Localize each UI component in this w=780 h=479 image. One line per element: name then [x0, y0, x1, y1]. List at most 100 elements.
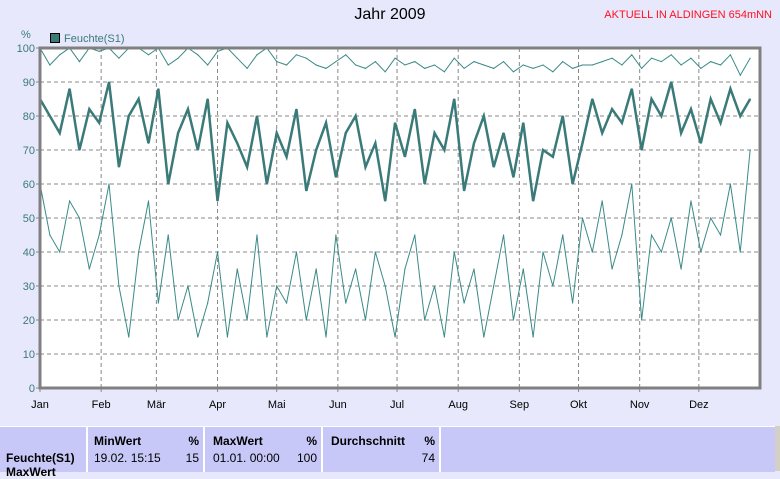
data-point [276, 285, 278, 287]
data-point [325, 67, 327, 69]
data-point [335, 61, 337, 63]
data-point [394, 336, 396, 338]
data-point [621, 122, 623, 124]
data-point [453, 98, 455, 100]
data-point [502, 234, 505, 236]
data-point [197, 54, 199, 56]
data-point [138, 98, 140, 100]
data-point [473, 142, 475, 144]
y-tick-label: 30 [23, 281, 35, 293]
data-point [631, 88, 633, 90]
x-tick-label: Nov [630, 399, 650, 411]
chart-title: Jahr 2009 [354, 6, 426, 23]
data-point [335, 234, 337, 236]
y-tick-label: 0 [29, 383, 35, 395]
data-point [98, 122, 100, 124]
data-point [670, 81, 672, 83]
data-point [483, 115, 485, 117]
data-point [187, 285, 189, 287]
data-point [49, 115, 51, 117]
scrollbar[interactable] [775, 426, 780, 471]
data-point [216, 50, 219, 53]
stats-table: Feuchte(S1) MaxWert MinWert % 19.02. 15:… [0, 426, 775, 479]
data-point [680, 64, 682, 66]
data-point [364, 166, 367, 168]
x-tick-label: Sep [510, 399, 530, 411]
data-point [138, 251, 140, 253]
data-point [591, 98, 593, 100]
data-point [78, 217, 81, 219]
data-point [285, 302, 288, 304]
data-point [700, 251, 702, 253]
data-point [147, 54, 150, 56]
data-point [611, 108, 613, 110]
data-point [512, 176, 515, 178]
y-tick-label: 100 [17, 43, 35, 55]
plot-frame [38, 46, 762, 390]
y-tick-label: 10 [23, 349, 35, 361]
data-point [522, 268, 524, 270]
data-point [739, 74, 741, 76]
data-point [177, 57, 179, 59]
data-point [394, 57, 396, 59]
data-point [749, 57, 751, 59]
data-point [562, 115, 564, 117]
data-point [591, 64, 593, 66]
data-point [236, 57, 238, 59]
station-note: AKTUELL IN ALDINGEN 654mNN [604, 9, 772, 21]
x-tick-label: Mai [268, 399, 286, 411]
data-point [463, 190, 465, 192]
data-point [355, 115, 357, 117]
data-point [739, 115, 741, 117]
data-point [246, 67, 248, 69]
data-point [216, 200, 219, 202]
data-point [345, 302, 347, 304]
data-point [502, 132, 505, 134]
data-point [581, 217, 584, 219]
min-value: 15 [185, 451, 199, 465]
data-point [285, 64, 288, 66]
data-point [562, 234, 564, 236]
data-point [749, 149, 751, 151]
data-point [660, 61, 662, 63]
data-point [650, 98, 653, 100]
data-point [276, 61, 278, 63]
data-point [424, 183, 426, 185]
data-point [384, 285, 386, 287]
min-unit: % [188, 434, 199, 448]
data-point [739, 251, 741, 253]
data-point [729, 88, 732, 90]
data-point [443, 71, 445, 73]
avg-header: Durchschnitt [331, 434, 406, 448]
data-point [522, 64, 524, 66]
x-tick-label: Feb [92, 399, 111, 411]
x-tick-label: Jul [390, 399, 404, 411]
data-point [729, 54, 732, 56]
data-point [167, 64, 169, 66]
data-point [187, 108, 189, 110]
y-tick-label: 20 [23, 315, 35, 327]
max-unit: % [306, 434, 317, 448]
data-point [414, 108, 416, 110]
data-point [256, 115, 258, 117]
data-point [532, 67, 534, 69]
data-point [719, 122, 722, 124]
data-point [591, 251, 593, 253]
data-point [453, 251, 455, 253]
data-point [404, 156, 406, 158]
max-value: 100 [296, 451, 317, 465]
data-point [700, 142, 702, 144]
data-point [581, 142, 584, 144]
data-point [552, 285, 554, 287]
data-point [305, 57, 307, 59]
data-point [167, 234, 169, 236]
data-point [581, 64, 584, 66]
data-point [345, 54, 347, 56]
data-point [512, 71, 515, 73]
data-point [572, 183, 574, 185]
data-point [68, 88, 71, 90]
data-point [295, 108, 298, 110]
data-point [384, 71, 386, 73]
data-point [601, 132, 603, 134]
data-point [285, 156, 288, 158]
